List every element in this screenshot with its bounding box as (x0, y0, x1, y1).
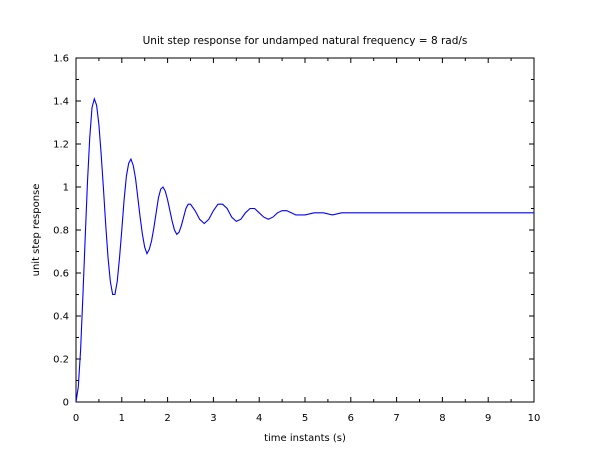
x-tick-label: 4 (256, 413, 262, 424)
y-axis-ticks: 0 0.2 0.4 0.6 0.8 1 1.2 1.4 1.6 (53, 54, 534, 409)
x-axis-ticks: 0 1 2 3 4 5 6 7 8 9 10 (73, 58, 541, 424)
x-tick-label: 1 (119, 413, 125, 424)
x-tick-label: 3 (210, 413, 216, 424)
y-tick-label: 1.2 (53, 140, 69, 151)
x-axis-label: time instants (s) (264, 433, 346, 444)
x-tick-label: 6 (348, 413, 354, 424)
y-axis-label: unit step response (31, 184, 42, 277)
y-tick-label: 0.2 (53, 355, 69, 366)
x-tick-label: 0 (73, 413, 79, 424)
x-tick-label: 7 (393, 413, 399, 424)
y-tick-label: 0.6 (53, 269, 69, 280)
series-line-step-response (75, 96, 534, 403)
y-tick-label: 0 (63, 398, 69, 409)
x-tick-label: 10 (528, 413, 541, 424)
y-tick-label: 0.4 (53, 312, 69, 323)
x-tick-label: 5 (302, 413, 308, 424)
y-tick-label: 1.4 (53, 97, 69, 108)
x-tick-label: 2 (164, 413, 170, 424)
x-tick-label: 9 (485, 413, 491, 424)
y-tick-label: 1.6 (53, 54, 69, 65)
chart-title: Unit step response for undamped natural … (143, 35, 468, 47)
x-tick-label: 8 (439, 413, 445, 424)
y-tick-label: 0.8 (53, 226, 69, 237)
y-tick-label: 1 (63, 183, 69, 194)
